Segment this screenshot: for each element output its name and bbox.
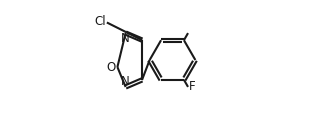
- Text: Cl: Cl: [94, 15, 106, 28]
- Text: N: N: [121, 75, 130, 88]
- Text: N: N: [121, 32, 130, 45]
- Text: O: O: [107, 60, 116, 74]
- Text: F: F: [189, 80, 196, 93]
